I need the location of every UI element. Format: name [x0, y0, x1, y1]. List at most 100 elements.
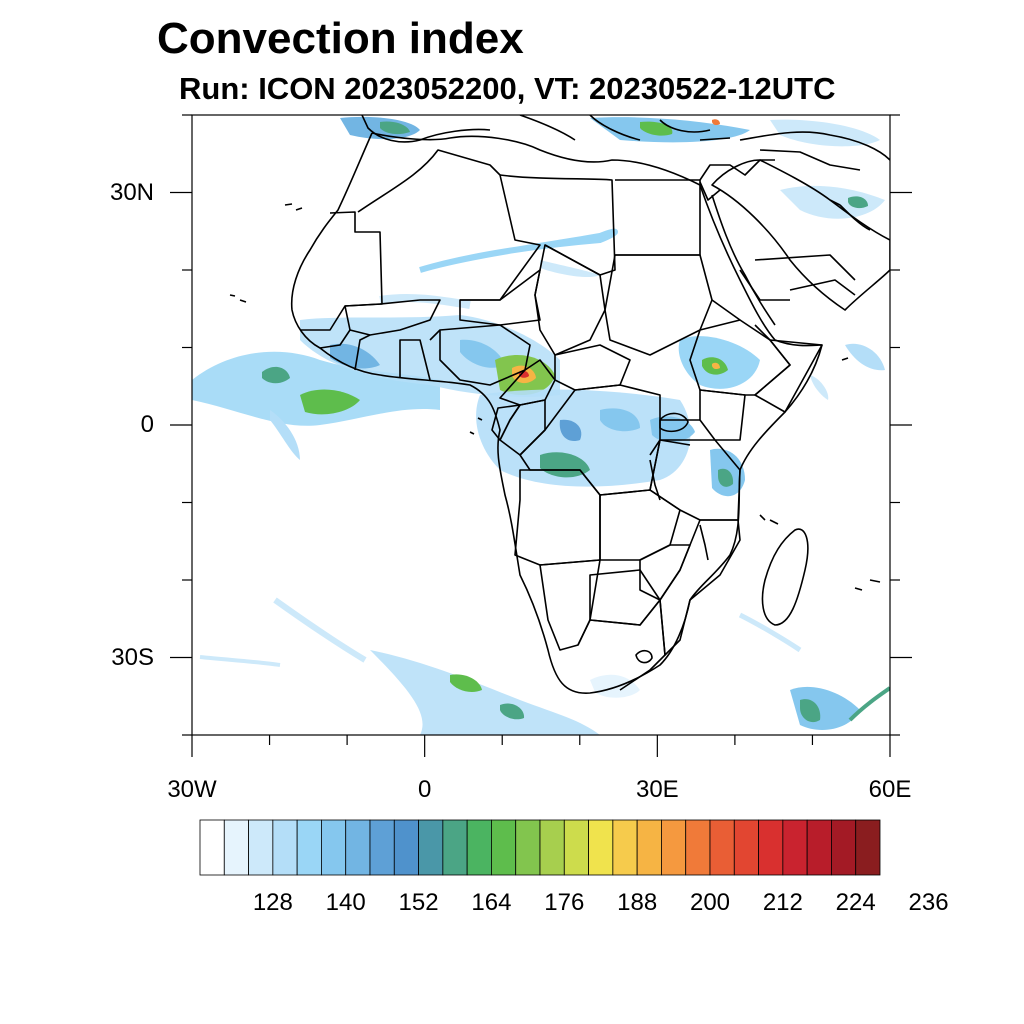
colorbar-swatch: [782, 819, 808, 876]
canary-islands: [229, 203, 303, 303]
field-south-atl-core2: [500, 703, 525, 720]
border-zimbabwe: [639, 544, 691, 601]
lon-label-0: 0: [417, 776, 432, 803]
colorbar-swatch: [345, 819, 371, 876]
turkey-coast: [739, 131, 890, 171]
field-atlantic-core2: [262, 366, 290, 384]
field-arabian-sea: [845, 343, 885, 371]
border-botswana: [589, 569, 661, 626]
border-somalia: [754, 339, 823, 413]
colorbar-swatch: [248, 819, 274, 876]
colorbar-swatch: [199, 819, 225, 876]
colorbar-label: 212: [762, 889, 803, 916]
colorbar-swatch: [515, 819, 541, 876]
field-south-indian-core: [800, 699, 821, 723]
colorbar-swatch: [491, 819, 517, 876]
lake-malawi: [699, 524, 709, 561]
colorbar: [199, 819, 881, 876]
border-uganda-rwanda: [649, 419, 700, 456]
lat-label-30n: 30N: [109, 178, 154, 206]
europe-coast-italy: [519, 115, 641, 141]
colorbar-swatch: [806, 819, 832, 876]
red-sea-east: [711, 194, 776, 326]
field-west-africa: [300, 315, 560, 397]
border-mauritania: [329, 211, 383, 307]
greece-coast: [659, 119, 731, 141]
colorbar-swatch: [709, 819, 735, 876]
colorbar-swatch: [296, 819, 322, 876]
border-namibia: [539, 559, 601, 651]
colorbar-swatch: [612, 819, 638, 876]
colorbar-swatch: [223, 819, 249, 876]
field-lake-victoria: [650, 416, 695, 443]
field-ethiopia-max: [712, 362, 720, 370]
colorbar-label: 176: [544, 889, 585, 916]
colorbar-label: 188: [617, 889, 658, 916]
colorbar-label: 224: [835, 889, 876, 916]
border-west-coast: [300, 305, 441, 381]
colorbar-swatch: [685, 819, 711, 876]
persian-gulf: [829, 199, 871, 231]
axis-ticks: [170, 114, 912, 757]
field-sahara-streak1: [419, 228, 618, 273]
border-car: [554, 344, 631, 391]
colorbar-swatch: [466, 819, 492, 876]
field-congo-core2: [600, 408, 640, 432]
gulf-of-guinea-islands: [469, 417, 483, 435]
convection-field: [192, 116, 890, 735]
colorbar-swatch: [272, 819, 298, 876]
border-niger: [459, 269, 541, 326]
colorbar-swatch: [588, 819, 614, 876]
colorbar-swatch: [539, 819, 565, 876]
lat-label-0: 0: [140, 411, 154, 438]
border-nigeria: [439, 324, 531, 386]
colorbar-swatch: [321, 819, 347, 876]
field-south-indian-swirl: [848, 686, 890, 722]
border-gabon: [491, 404, 521, 441]
field-atlantic-itcz: [192, 351, 440, 426]
field-congo-core3: [559, 419, 582, 442]
sinai: [699, 181, 721, 201]
colorbar-swatch: [855, 819, 881, 876]
border-algeria: [357, 149, 541, 301]
field-south-streak: [273, 597, 367, 663]
field-atlantic-tail: [270, 410, 300, 460]
africa-coastline: [290, 132, 823, 694]
lon-label-60e: 60E: [868, 776, 912, 803]
lon-label-30e: 30E: [635, 776, 679, 803]
colorbar-swatch: [661, 819, 687, 876]
run-subtitle: Run: ICON 2023052200, VT: 20230522-12UTC: [179, 71, 836, 106]
colorbar-label: 164: [471, 889, 512, 916]
border-egypt: [615, 179, 701, 256]
colorbar-label: 200: [689, 889, 731, 916]
lake-victoria-outline: [659, 412, 689, 433]
colorbar-label: 152: [398, 889, 439, 916]
coastlines-and-borders: [229, 115, 890, 694]
border-zambia: [599, 489, 681, 561]
field-congo-core1: [540, 452, 590, 478]
colorbar-swatch: [831, 819, 857, 876]
colorbar-swatch: [369, 819, 395, 876]
colorbar-swatch: [733, 819, 759, 876]
field-moz-channel: [738, 612, 802, 653]
field-kenya-core: [718, 468, 734, 487]
border-kenya: [699, 389, 746, 441]
border-south-africa: [577, 599, 666, 691]
field-med-east-max: [712, 119, 720, 126]
colorbar-swatch: [758, 819, 784, 876]
colorbar-swatch: [418, 819, 444, 876]
field-gulf-core: [848, 196, 868, 209]
field-sahel-streak: [379, 293, 471, 309]
field-south-atl: [370, 650, 600, 735]
lesotho: [635, 649, 653, 664]
border-libya: [499, 174, 616, 276]
lake-tanganyika: [649, 459, 661, 501]
border-sudan: [604, 254, 713, 356]
border-levant: [699, 159, 775, 181]
madagascar: [761, 528, 809, 626]
colorbar-swatch: [563, 819, 589, 876]
lat-label-30s: 30S: [111, 643, 154, 671]
border-arabia-interior: [739, 254, 856, 301]
field-sa-interior: [590, 674, 640, 698]
